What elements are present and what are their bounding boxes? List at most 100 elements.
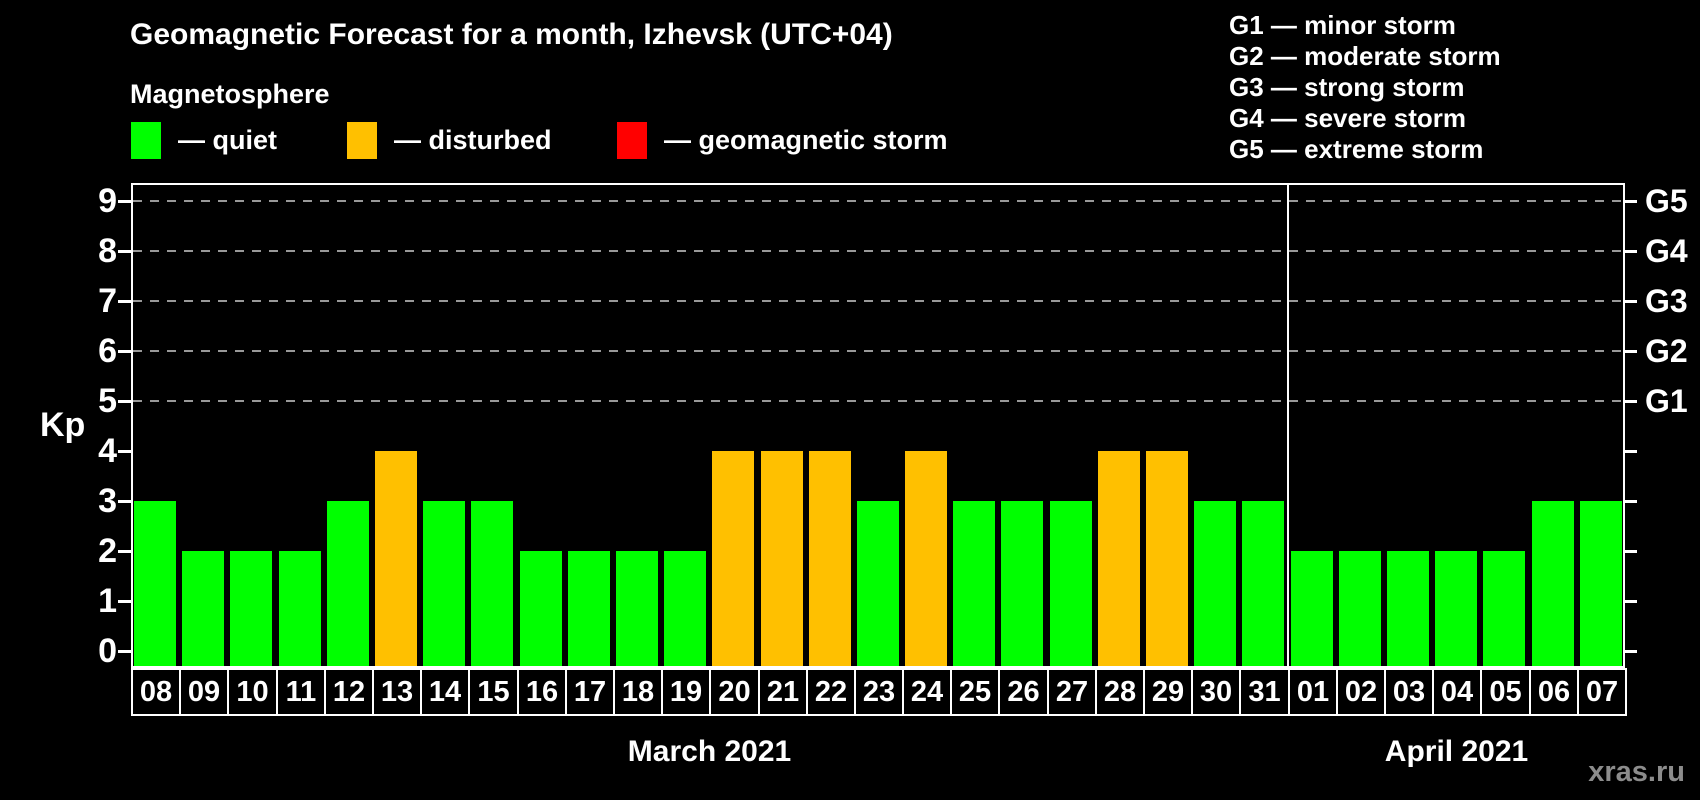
- kp-bar-day-14: [423, 501, 465, 666]
- kp-bar-day-09: [182, 551, 224, 666]
- right-tick-mark-3: [1624, 500, 1637, 503]
- gridline-kp8: [133, 250, 1623, 252]
- kp-bar-day-19: [664, 551, 706, 666]
- g-scale-legend: G1 — minor storm G2 — moderate storm G3 …: [1229, 10, 1501, 165]
- right-tick-mark-9: [1624, 200, 1637, 203]
- kp-bar-day-30: [1194, 501, 1236, 666]
- g-legend-line-g3: G3 — strong storm: [1229, 72, 1465, 102]
- month-label-march: March 2021: [627, 735, 792, 768]
- right-tick-mark-0: [1624, 650, 1637, 653]
- kp-bar-day-12: [327, 501, 369, 666]
- day-cell-30: 30: [1191, 668, 1241, 716]
- day-cell-04: 04: [1432, 668, 1482, 716]
- kp-bar-day-20: [712, 451, 754, 666]
- right-tick-mark-5: [1624, 400, 1637, 403]
- kp-bar-day-03: [1387, 551, 1429, 666]
- g-legend-line-g2: G2 — moderate storm: [1229, 41, 1501, 71]
- day-cell-06: 06: [1529, 668, 1579, 716]
- day-cell-09: 09: [179, 668, 229, 716]
- legend-label-disturbed: — disturbed: [394, 125, 552, 155]
- kp-bar-day-13: [375, 451, 417, 666]
- legend-label-storm: — geomagnetic storm: [664, 125, 948, 155]
- kp-bar-day-16: [520, 551, 562, 666]
- y-tick-label-0: 0: [98, 632, 117, 670]
- day-cell-10: 10: [227, 668, 278, 716]
- day-cell-20: 20: [709, 668, 760, 716]
- y-tick-label-9: 9: [98, 182, 117, 220]
- chart-title: Geomagnetic Forecast for a month, Izhevs…: [130, 18, 893, 51]
- right-tick-mark-8: [1624, 250, 1637, 253]
- y-tick-label-2: 2: [98, 532, 117, 570]
- legend-item-storm: — geomagnetic storm: [617, 122, 948, 159]
- y-tick-label-4: 4: [98, 432, 117, 470]
- right-tick-mark-6: [1624, 350, 1637, 353]
- day-cell-01: 01: [1288, 668, 1338, 716]
- right-tick-mark-1: [1624, 600, 1637, 603]
- g-legend-line-g5: G5 — extreme storm: [1229, 134, 1484, 164]
- legend-item-disturbed: — disturbed: [347, 122, 552, 159]
- day-cell-23: 23: [854, 668, 904, 716]
- kp-bar-day-25: [953, 501, 995, 666]
- kp-bar-day-28: [1098, 451, 1140, 666]
- day-cell-03: 03: [1384, 668, 1434, 716]
- y-tick-mark-6: [118, 350, 131, 353]
- month-label-april: April 2021: [1384, 735, 1529, 768]
- right-tick-mark-4: [1624, 450, 1637, 453]
- kp-bar-day-23: [857, 501, 899, 666]
- day-cell-31: 31: [1239, 668, 1290, 716]
- day-cell-27: 27: [1047, 668, 1097, 716]
- kp-bar-day-01: [1291, 551, 1333, 666]
- day-cell-12: 12: [324, 668, 374, 716]
- g-legend-line-g4: G4 — severe storm: [1229, 103, 1467, 133]
- y-tick-label-1: 1: [98, 582, 117, 620]
- y-tick-mark-5: [118, 400, 131, 403]
- watermark-xras-ru: xras.ru: [1588, 756, 1685, 788]
- kp-bar-day-08: [134, 501, 176, 666]
- magnetosphere-label: Magnetosphere: [130, 79, 330, 109]
- gridline-kp6: [133, 350, 1623, 352]
- kp-bar-day-10: [230, 551, 272, 666]
- g-axis-label-g5: G5: [1645, 183, 1688, 219]
- day-cell-14: 14: [420, 668, 470, 716]
- right-tick-mark-2: [1624, 550, 1637, 553]
- day-cell-28: 28: [1095, 668, 1145, 716]
- day-cell-17: 17: [565, 668, 615, 716]
- y-tick-mark-0: [118, 650, 131, 653]
- y-tick-label-5: 5: [98, 382, 117, 420]
- kp-bar-day-11: [279, 551, 321, 666]
- gridline-kp5: [133, 400, 1623, 402]
- plot-frame: [131, 183, 1625, 668]
- y-tick-mark-9: [118, 200, 131, 203]
- y-tick-label-7: 7: [98, 282, 117, 320]
- kp-bar-day-02: [1339, 551, 1381, 666]
- kp-axis-label: Kp: [40, 406, 86, 444]
- y-tick-mark-1: [118, 600, 131, 603]
- kp-bar-day-21: [761, 451, 803, 666]
- y-tick-mark-2: [118, 550, 131, 553]
- y-tick-mark-3: [118, 500, 131, 503]
- kp-bar-day-17: [568, 551, 610, 666]
- legend-label-quiet: — quiet: [178, 125, 277, 155]
- kp-bar-day-05: [1483, 551, 1525, 666]
- legend-item-quiet: — quiet: [131, 122, 277, 159]
- kp-bar-day-06: [1532, 501, 1574, 666]
- legend-swatch-storm: [617, 122, 647, 159]
- y-tick-label-8: 8: [98, 232, 117, 270]
- day-cell-15: 15: [468, 668, 519, 716]
- kp-bar-day-18: [616, 551, 658, 666]
- kp-bar-day-15: [471, 501, 513, 666]
- day-cell-16: 16: [517, 668, 567, 716]
- y-tick-label-3: 3: [98, 482, 117, 520]
- g-legend-line-g1: G1 — minor storm: [1229, 10, 1456, 40]
- legend-swatch-disturbed: [347, 122, 377, 159]
- day-cell-26: 26: [998, 668, 1049, 716]
- day-cell-13: 13: [372, 668, 422, 716]
- day-cell-29: 29: [1143, 668, 1193, 716]
- y-tick-label-6: 6: [98, 332, 117, 370]
- g-axis-label-g3: G3: [1645, 283, 1688, 319]
- kp-bar-day-04: [1435, 551, 1477, 666]
- kp-bar-day-24: [905, 451, 947, 666]
- day-cell-02: 02: [1336, 668, 1386, 716]
- y-tick-mark-8: [118, 250, 131, 253]
